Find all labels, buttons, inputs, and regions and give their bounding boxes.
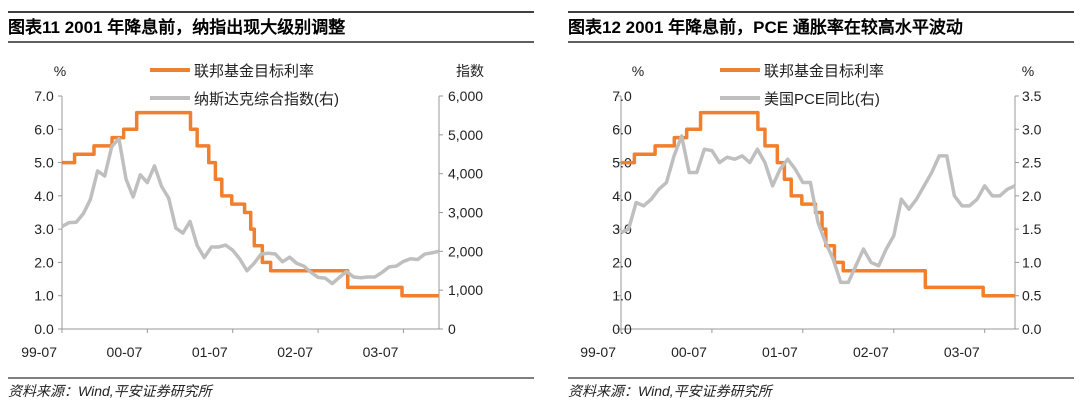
left-tick-label: 6.0 xyxy=(612,121,632,137)
chart-2: 图表12 2001 年降息前，PCE 通胀率在较高水平波动资料来源：Wind,平… xyxy=(568,11,1074,399)
right-tick-label: 6,000 xyxy=(448,88,483,104)
x-tick-label: 03-07 xyxy=(944,344,980,360)
right-tick-label: 1,000 xyxy=(448,282,483,298)
right-tick-label: 3,000 xyxy=(448,205,483,221)
left-tick-label: 6.0 xyxy=(34,121,54,137)
left-tick-label: 3.0 xyxy=(34,221,54,237)
right-tick-label: 4,000 xyxy=(448,166,483,182)
x-tick-label: 00-07 xyxy=(671,344,707,360)
chart-title: 图表11 2001 年降息前，纳指出现大级别调整 xyxy=(8,17,345,37)
chart-1: 图表11 2001 年降息前，纳指出现大级别调整资料来源：Wind,平安证券研究… xyxy=(8,11,534,399)
right-tick-label: 0 xyxy=(448,321,456,337)
left-tick-label: 0.0 xyxy=(612,321,632,337)
left-tick-label: 2.0 xyxy=(34,254,54,270)
left-tick-label: 5.0 xyxy=(34,155,54,171)
right-axis-unit: % xyxy=(1022,63,1034,79)
legend-label: 美国PCE同比(右) xyxy=(764,91,880,108)
legend-label: 联邦基金目标利率 xyxy=(764,63,884,80)
left-tick-label: 3.0 xyxy=(612,221,632,237)
left-tick-label: 1.0 xyxy=(612,288,632,304)
left-tick-label: 4.0 xyxy=(34,188,54,204)
series-line-2 xyxy=(61,136,440,286)
left-tick-label: 4.0 xyxy=(612,188,632,204)
series-line-1 xyxy=(621,110,1015,298)
x-tick-label: 03-07 xyxy=(363,344,399,360)
right-tick-label: 3.5 xyxy=(1022,88,1042,104)
left-axis-unit: % xyxy=(54,63,66,79)
series-line-2 xyxy=(620,134,1016,285)
right-tick-label: 2,000 xyxy=(448,243,483,259)
right-tick-label: 0.0 xyxy=(1022,321,1042,337)
right-tick-label: 5,000 xyxy=(448,127,483,143)
right-tick-label: 1.5 xyxy=(1022,221,1042,237)
left-tick-label: 2.0 xyxy=(612,254,632,270)
legend-label: 纳斯达克综合指数(右) xyxy=(194,91,339,108)
right-tick-label: 0.5 xyxy=(1022,288,1042,304)
x-tick-label: 01-07 xyxy=(192,344,228,360)
left-tick-label: 7.0 xyxy=(612,88,632,104)
source-note: 资料来源：Wind,平安证券研究所 xyxy=(568,383,774,399)
source-note: 资料来源：Wind,平安证券研究所 xyxy=(8,383,214,399)
left-axis-unit: % xyxy=(632,63,644,79)
right-axis-unit: 指数 xyxy=(456,63,484,79)
right-tick-label: 2.0 xyxy=(1022,188,1042,204)
chart-title: 图表12 2001 年降息前，PCE 通胀率在较高水平波动 xyxy=(568,17,963,37)
left-tick-label: 7.0 xyxy=(34,88,54,104)
right-tick-label: 2.5 xyxy=(1022,155,1042,171)
x-tick-label: 99-07 xyxy=(580,344,616,360)
left-tick-label: 0.0 xyxy=(34,321,54,337)
right-tick-label: 3.0 xyxy=(1022,121,1042,137)
x-tick-label: 00-07 xyxy=(107,344,143,360)
x-tick-label: 02-07 xyxy=(853,344,889,360)
x-tick-label: 99-07 xyxy=(21,344,57,360)
series-line-1 xyxy=(62,110,439,298)
left-tick-label: 1.0 xyxy=(34,288,54,304)
x-tick-label: 02-07 xyxy=(277,344,313,360)
right-tick-label: 1.0 xyxy=(1022,254,1042,270)
x-tick-label: 01-07 xyxy=(762,344,798,360)
legend-label: 联邦基金目标利率 xyxy=(194,63,314,80)
